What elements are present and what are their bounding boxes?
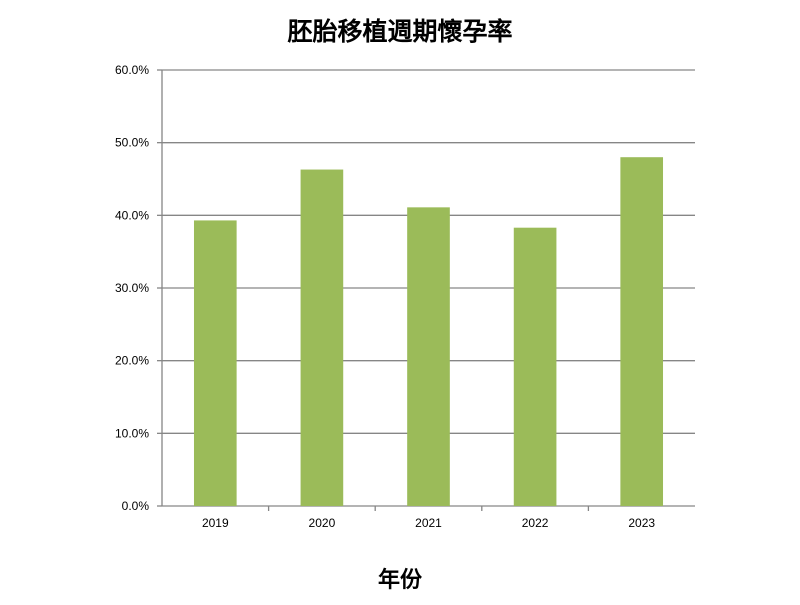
y-tick-label: 30.0%	[115, 281, 149, 295]
x-tick-label: 2022	[522, 516, 549, 530]
y-tick-label: 50.0%	[115, 136, 149, 150]
x-axis-title: 年份	[377, 568, 422, 593]
bar-2019	[193, 220, 237, 507]
y-tick-label: 0.0%	[122, 499, 150, 513]
bar-2020	[300, 169, 344, 506]
y-tick-label: 10.0%	[115, 426, 149, 440]
x-tick-label: 2021	[415, 516, 442, 530]
x-tick-label: 2019	[202, 516, 229, 530]
bar-2022	[513, 227, 557, 507]
bars	[193, 157, 664, 507]
x-tick-labels: 2019 2020 2021 2022 2023	[202, 516, 655, 530]
x-tick-label: 2023	[628, 516, 655, 530]
y-tick-label: 60.0%	[115, 63, 149, 77]
y-tick-labels: 0.0% 10.0% 20.0% 30.0% 40.0% 50.0% 60.0%	[115, 63, 149, 513]
y-tick-label: 40.0%	[115, 208, 149, 222]
y-tick-label: 20.0%	[115, 354, 149, 368]
bar-2021	[407, 207, 450, 506]
x-tick-label: 2020	[309, 516, 336, 530]
chart-title: 胚胎移植週期懷孕率	[287, 17, 513, 46]
bar-2023	[620, 157, 664, 506]
